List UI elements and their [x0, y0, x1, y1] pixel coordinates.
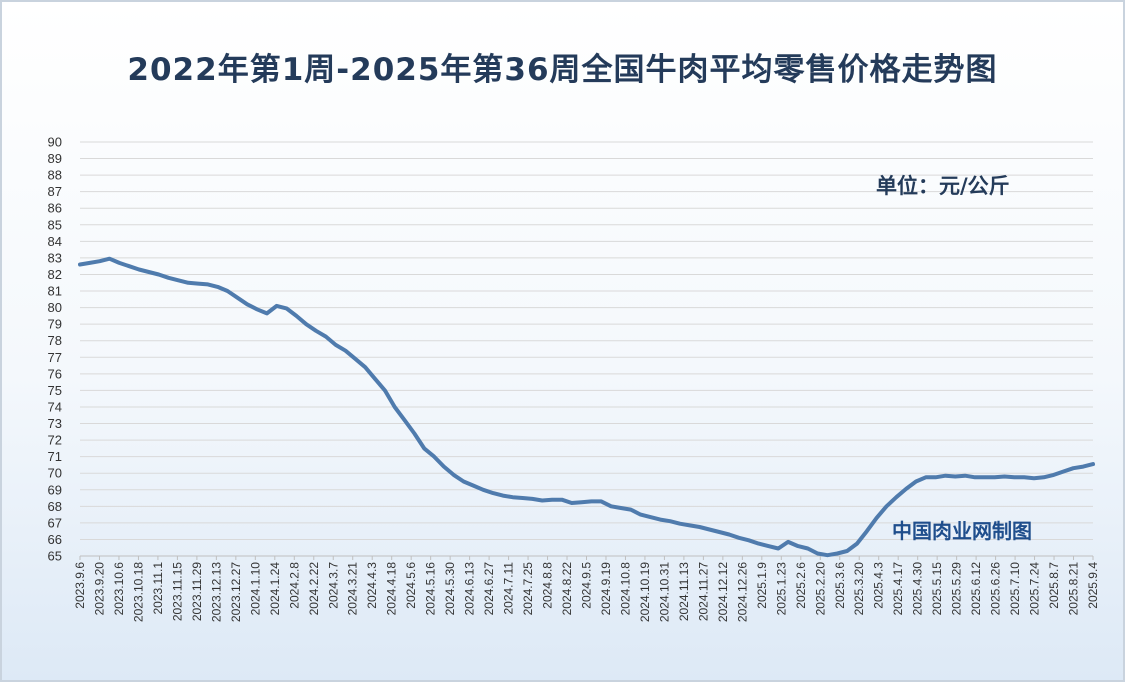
y-tick-label: 69 — [48, 482, 62, 497]
y-tick-label: 74 — [48, 399, 62, 414]
x-tick-label: 2024.6.27 — [482, 562, 496, 616]
x-tick-label: 2025.5.15 — [930, 562, 944, 616]
y-tick-label: 81 — [48, 284, 62, 299]
x-tick-label: 2023.10.18 — [131, 562, 145, 622]
y-tick-label: 86 — [48, 201, 62, 216]
x-tick-label: 2024.7.11 — [502, 562, 516, 615]
x-tick-label: 2024.3.7 — [326, 562, 340, 609]
x-tick-label: 2024.11.27 — [696, 562, 710, 621]
x-tick-label: 2024.12.12 — [716, 562, 730, 622]
y-tick-label: 80 — [48, 300, 62, 315]
y-tick-label: 88 — [48, 168, 62, 183]
y-tick-label: 70 — [48, 466, 62, 481]
x-tick-label: 2023.11.1 — [151, 562, 165, 615]
y-tick-label: 83 — [48, 250, 62, 265]
x-tick-label: 2023.11.15 — [170, 562, 184, 621]
y-tick-label: 87 — [48, 184, 62, 199]
x-tick-label: 2023.12.13 — [209, 562, 223, 622]
y-tick-label: 79 — [48, 317, 62, 332]
x-tick-label: 2024.11.13 — [677, 562, 691, 621]
x-tick-label: 2025.7.10 — [1008, 562, 1022, 616]
x-tick-label: 2024.8.22 — [560, 562, 574, 616]
x-tick-label: 2024.10.19 — [638, 562, 652, 622]
y-tick-label: 75 — [48, 383, 62, 398]
y-axis-ticks: 6566676869707172737475767778798081828384… — [48, 135, 62, 564]
y-tick-label: 78 — [48, 333, 62, 348]
x-tick-label: 2023.9.6 — [73, 562, 87, 609]
x-tick-label: 2024.4.3 — [365, 562, 379, 609]
x-tick-label: 2024.9.19 — [599, 562, 613, 616]
y-tick-label: 85 — [48, 217, 62, 232]
x-tick-label: 2025.1.9 — [755, 562, 769, 609]
y-tick-label: 90 — [48, 135, 62, 150]
gridlines — [80, 141, 1093, 557]
x-tick-label: 2024.2.8 — [287, 562, 301, 609]
x-tick-label: 2024.12.26 — [735, 562, 749, 622]
x-tick-label: 2024.5.6 — [404, 562, 418, 609]
y-tick-label: 71 — [48, 449, 62, 464]
x-tick-label: 2025.6.26 — [989, 562, 1003, 616]
x-tick-label: 2024.10.31 — [657, 562, 671, 622]
x-tick-label: 2025.4.30 — [911, 562, 925, 616]
x-tick-label: 2023.11.29 — [190, 562, 204, 621]
x-tick-label: 2024.10.8 — [618, 562, 632, 616]
unit-label: 单位：元/公斤 — [876, 174, 1010, 198]
x-tick-label: 2025.9.4 — [1086, 562, 1100, 609]
x-tick-label: 2023.9.20 — [92, 562, 106, 616]
x-tick-label: 2024.3.21 — [346, 562, 360, 616]
x-tick-label: 2024.6.13 — [463, 562, 477, 616]
y-tick-label: 68 — [48, 499, 62, 514]
x-tick-label: 2024.1.24 — [268, 562, 282, 616]
x-tick-label: 2024.5.30 — [443, 562, 457, 616]
y-tick-label: 73 — [48, 416, 62, 431]
series-line — [78, 256, 1095, 558]
y-tick-label: 67 — [48, 515, 62, 530]
x-tick-label: 2023.12.27 — [229, 562, 243, 622]
x-tick-label: 2025.8.7 — [1047, 562, 1061, 609]
x-tick-label: 2025.6.12 — [969, 562, 983, 616]
x-tick-label: 2025.5.29 — [950, 562, 964, 616]
x-tick-label: 2023.10.6 — [112, 562, 126, 616]
y-tick-label: 82 — [48, 267, 62, 282]
x-tick-label: 2025.1.23 — [774, 562, 788, 616]
y-tick-label: 77 — [48, 350, 62, 365]
x-tick-label: 2025.8.21 — [1067, 562, 1081, 616]
x-tick-label: 2025.3.6 — [833, 562, 847, 609]
y-tick-label: 66 — [48, 532, 62, 547]
x-tick-label: 2024.8.8 — [541, 562, 555, 609]
x-axis-ticks: 2023.9.6 2023.9.20 2023.10.6 2023.10.18 2023… — [73, 556, 1100, 622]
x-tick-label: 2025.2.6 — [794, 562, 808, 609]
x-tick-label: 2024.1.10 — [248, 562, 262, 616]
y-tick-label: 76 — [48, 366, 62, 381]
x-tick-label: 2024.7.25 — [521, 562, 535, 616]
x-tick-label: 2024.9.5 — [580, 562, 594, 609]
chart-title: 2022年第1周-2025年第36周全国牛肉平均零售价格走势图 — [127, 52, 998, 88]
y-tick-label: 89 — [48, 151, 62, 166]
x-tick-label: 2025.4.17 — [891, 562, 905, 616]
y-tick-label: 84 — [48, 234, 62, 249]
x-tick-label: 2025.3.20 — [852, 562, 866, 616]
y-tick-label: 72 — [48, 433, 62, 448]
source-label: 中国肉业网制图 — [892, 519, 1032, 543]
x-tick-label: 2025.4.3 — [872, 562, 886, 609]
x-tick-label: 2025.2.20 — [813, 562, 827, 616]
y-tick-label: 65 — [48, 549, 62, 564]
x-tick-label: 2024.2.22 — [307, 562, 321, 616]
x-tick-label: 2024.5.16 — [424, 562, 438, 616]
x-tick-label: 2024.4.18 — [385, 562, 399, 616]
series-group — [78, 256, 1095, 558]
x-tick-label: 2025.7.24 — [1028, 562, 1042, 616]
